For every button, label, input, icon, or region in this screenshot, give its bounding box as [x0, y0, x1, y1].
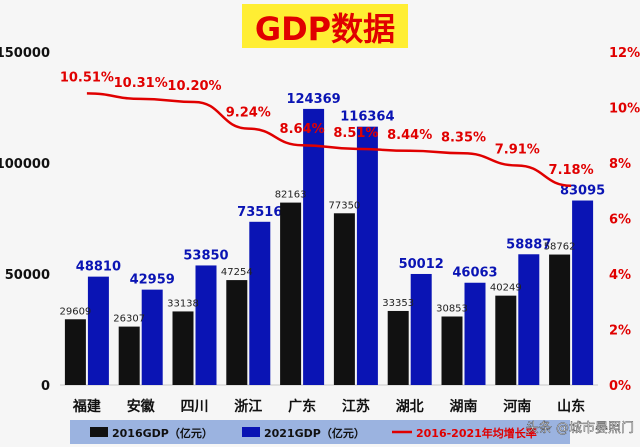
- bar-2016-label: 26307: [113, 314, 145, 325]
- right-axis-tick-label: 0%: [609, 379, 631, 394]
- bar-2016-label: 58762: [544, 242, 576, 253]
- legend-label-2021: 2021GDP（亿元）: [264, 426, 365, 440]
- bar-2016: [118, 326, 140, 385]
- left-axis-tick-label: 100000: [0, 157, 50, 172]
- growth-rate-label: 7.18%: [549, 163, 594, 178]
- bar-2016: [495, 295, 517, 385]
- category-label: 浙江: [234, 398, 262, 415]
- bar-2021-label: 46063: [452, 266, 497, 281]
- right-axis-tick-label: 6%: [609, 213, 631, 228]
- left-axis-tick-label: 150000: [0, 46, 50, 61]
- legend-label-growth: 2016-2021年均增长率: [416, 426, 537, 440]
- bar-2016-label: 40249: [490, 283, 522, 294]
- bar-2016-label: 47254: [221, 267, 253, 278]
- category-label: 安徽: [127, 398, 156, 415]
- legend-label-2016: 2016GDP（亿元）: [112, 426, 213, 440]
- bar-2021: [249, 221, 271, 385]
- legend-swatch-2016: [90, 427, 108, 437]
- growth-rate-label: 8.44%: [387, 128, 432, 143]
- bar-2016: [333, 213, 355, 385]
- growth-rate-line: [86, 92, 572, 188]
- growth-rate-label: 8.64%: [280, 122, 325, 137]
- bar-2021: [518, 254, 540, 385]
- category-label: 广东: [288, 398, 316, 415]
- right-axis-tick-label: 2%: [609, 324, 631, 339]
- category-label: 江苏: [342, 398, 370, 415]
- bar-2021: [303, 108, 325, 385]
- bar-2016: [64, 319, 86, 385]
- category-label: 湖南: [450, 398, 478, 415]
- bar-2016-label: 77350: [328, 200, 360, 211]
- bar-2016: [280, 202, 302, 385]
- bar-2021-label: 124369: [286, 92, 340, 107]
- chart-title: GDP数据: [255, 10, 395, 48]
- bar-2016: [441, 316, 463, 385]
- bar-2021: [141, 289, 163, 385]
- bar-2016-label: 30853: [436, 304, 468, 315]
- bar-2016-label: 82163: [275, 190, 307, 201]
- legend-background: [70, 420, 570, 444]
- bar-2021-label: 83095: [560, 184, 605, 199]
- bar-2021-label: 53850: [183, 248, 228, 263]
- bar-2021-label: 48810: [76, 260, 121, 275]
- bar-2016-label: 33353: [382, 298, 414, 309]
- growth-rate-label: 10.20%: [167, 79, 221, 94]
- bar-2021: [410, 273, 432, 385]
- bar-2021: [195, 265, 217, 385]
- bar-2021: [572, 200, 594, 385]
- bar-2016: [387, 310, 409, 385]
- category-label: 山东: [557, 398, 585, 415]
- bar-2021-label: 58887: [506, 237, 551, 252]
- title-background: [242, 4, 408, 48]
- category-label: 湖北: [396, 399, 424, 415]
- watermark: 头条 @城市晏照门: [526, 420, 634, 436]
- bar-2016-label: 33138: [167, 298, 199, 309]
- left-axis-tick-label: 0: [41, 379, 50, 394]
- bar-2021: [356, 126, 378, 385]
- growth-rate-label: 10.31%: [114, 76, 168, 91]
- bar-2021-label: 50012: [399, 257, 444, 272]
- bar-2016: [549, 254, 571, 385]
- category-label: 河南: [503, 398, 531, 415]
- left-axis-tick-label: 50000: [5, 268, 50, 283]
- bar-2016: [226, 280, 248, 385]
- right-axis-tick-label: 4%: [609, 268, 631, 283]
- growth-rate-label: 9.24%: [226, 106, 271, 121]
- category-label: 四川: [181, 399, 209, 415]
- growth-rate-label: 7.91%: [495, 142, 540, 157]
- bar-2016-label: 29609: [59, 306, 91, 317]
- bar-2021-label: 42959: [130, 273, 175, 288]
- growth-rate-label: 8.35%: [441, 130, 486, 145]
- bar-2021: [464, 282, 486, 385]
- growth-rate-label: 8.51%: [333, 126, 378, 141]
- bar-2021-label: 116364: [340, 110, 394, 125]
- right-axis-tick-label: 12%: [609, 46, 640, 61]
- bar-2021: [87, 276, 109, 385]
- legend-swatch-2021: [242, 427, 260, 437]
- bar-2021-label: 73516: [237, 205, 282, 220]
- bar-2016: [172, 311, 194, 385]
- right-axis-tick-label: 10%: [609, 102, 640, 117]
- right-axis-tick-label: 8%: [609, 157, 631, 172]
- growth-rate-label: 10.51%: [60, 70, 114, 85]
- category-label: 福建: [72, 398, 101, 415]
